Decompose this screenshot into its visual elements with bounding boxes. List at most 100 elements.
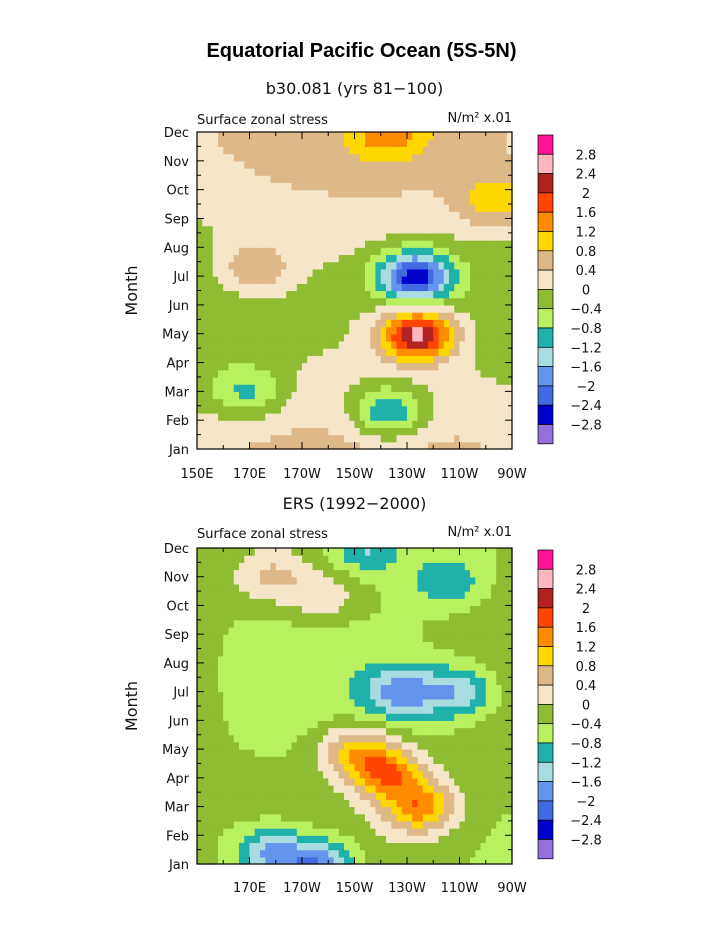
contour-cell [401, 434, 408, 443]
contour-cell [275, 548, 282, 556]
contour-cell [260, 727, 266, 736]
contour-cell [312, 583, 319, 592]
contour-cell [412, 619, 419, 628]
contour-cell [443, 763, 450, 772]
contour-cell [354, 820, 361, 829]
contour-cell [223, 333, 230, 342]
contour-cell [286, 842, 293, 851]
contour-cell [207, 555, 214, 563]
contour-cell [333, 598, 340, 607]
contour-cell [365, 713, 371, 721]
contour-cell [265, 684, 272, 693]
contour-cell [438, 662, 445, 671]
contour-cell [317, 247, 324, 256]
contour-cell [286, 232, 293, 241]
contour-cell [407, 548, 413, 556]
contour-cell [407, 691, 413, 700]
contour-cell [459, 756, 466, 765]
contour-cell [197, 799, 203, 808]
contour-cell [401, 670, 408, 678]
contour-cell [433, 153, 440, 162]
contour-cell [365, 369, 371, 378]
contour-cell [296, 304, 303, 313]
contour-cell [328, 304, 335, 313]
contour-cell [438, 312, 445, 320]
y-tick-label: Dec [164, 126, 189, 141]
contour-cell [333, 369, 340, 378]
contour-cell [407, 835, 413, 844]
contour-cell [354, 391, 361, 400]
contour-cell [328, 211, 335, 220]
contour-cell [412, 670, 419, 678]
contour-cell [249, 189, 256, 198]
contour-cell [380, 627, 387, 635]
contour-cell [281, 820, 287, 829]
contour-cell [223, 420, 230, 428]
contour-cell [323, 146, 329, 155]
contour-cell [449, 828, 455, 836]
contour-cell [417, 189, 424, 198]
contour-cell [323, 319, 329, 328]
contour-cell [375, 153, 382, 162]
contour-cell [328, 770, 335, 779]
contour-cell [296, 168, 303, 176]
contour-cell [354, 175, 361, 184]
contour-cell [470, 405, 476, 414]
contour-cell [480, 175, 487, 184]
colorbar-swatch [537, 289, 554, 310]
contour-cell [401, 369, 408, 378]
contour-cell [328, 369, 335, 378]
contour-cell [396, 641, 403, 650]
contour-cell [260, 785, 266, 793]
contour-cell [401, 175, 408, 184]
contour-cell [207, 290, 214, 299]
contour-cell [312, 276, 319, 284]
contour-cell [270, 376, 277, 385]
contour-cell [454, 304, 461, 313]
contour-cell [302, 612, 308, 621]
contour-cell [218, 168, 224, 176]
contour-cell [233, 139, 240, 147]
contour-cell [312, 670, 319, 678]
contour-cell [212, 662, 219, 671]
contour-cell [454, 777, 461, 786]
contour-cell [328, 713, 335, 721]
contour-cell [401, 283, 408, 292]
contour-cell [386, 139, 392, 147]
contour-cell [438, 297, 445, 306]
contour-cell [449, 785, 455, 793]
contour-cell [407, 763, 413, 772]
contour-cell [212, 247, 219, 256]
contour-cell [207, 391, 214, 400]
contour-cell [354, 619, 361, 628]
contour-cell [501, 196, 508, 205]
contour-cell [307, 720, 314, 729]
contour-cell [401, 706, 408, 714]
contour-cell [239, 132, 245, 140]
contour-cell [296, 605, 303, 614]
contour-cell [391, 698, 398, 707]
contour-cell [443, 612, 450, 621]
contour-cell [485, 434, 492, 443]
contour-cell [454, 698, 461, 707]
contour-cell [312, 146, 319, 155]
contour-cell [438, 283, 445, 292]
contour-cell [506, 232, 513, 241]
contour-cell [391, 132, 398, 140]
contour-cell [428, 276, 434, 284]
contour-cell [328, 763, 335, 772]
contour-cell [312, 304, 319, 313]
contour-cell [202, 598, 209, 607]
contour-cell [212, 619, 219, 628]
contour-cell [349, 218, 356, 227]
contour-cell [433, 684, 440, 693]
contour-cell [396, 684, 403, 693]
contour-cell [317, 641, 324, 650]
contour-cell [349, 290, 356, 299]
contour-cell [428, 662, 434, 671]
contour-cell [344, 741, 350, 750]
contour-cell [317, 706, 324, 714]
contour-cell [496, 290, 503, 299]
contour-cell [291, 835, 298, 844]
contour-cell [344, 427, 350, 436]
